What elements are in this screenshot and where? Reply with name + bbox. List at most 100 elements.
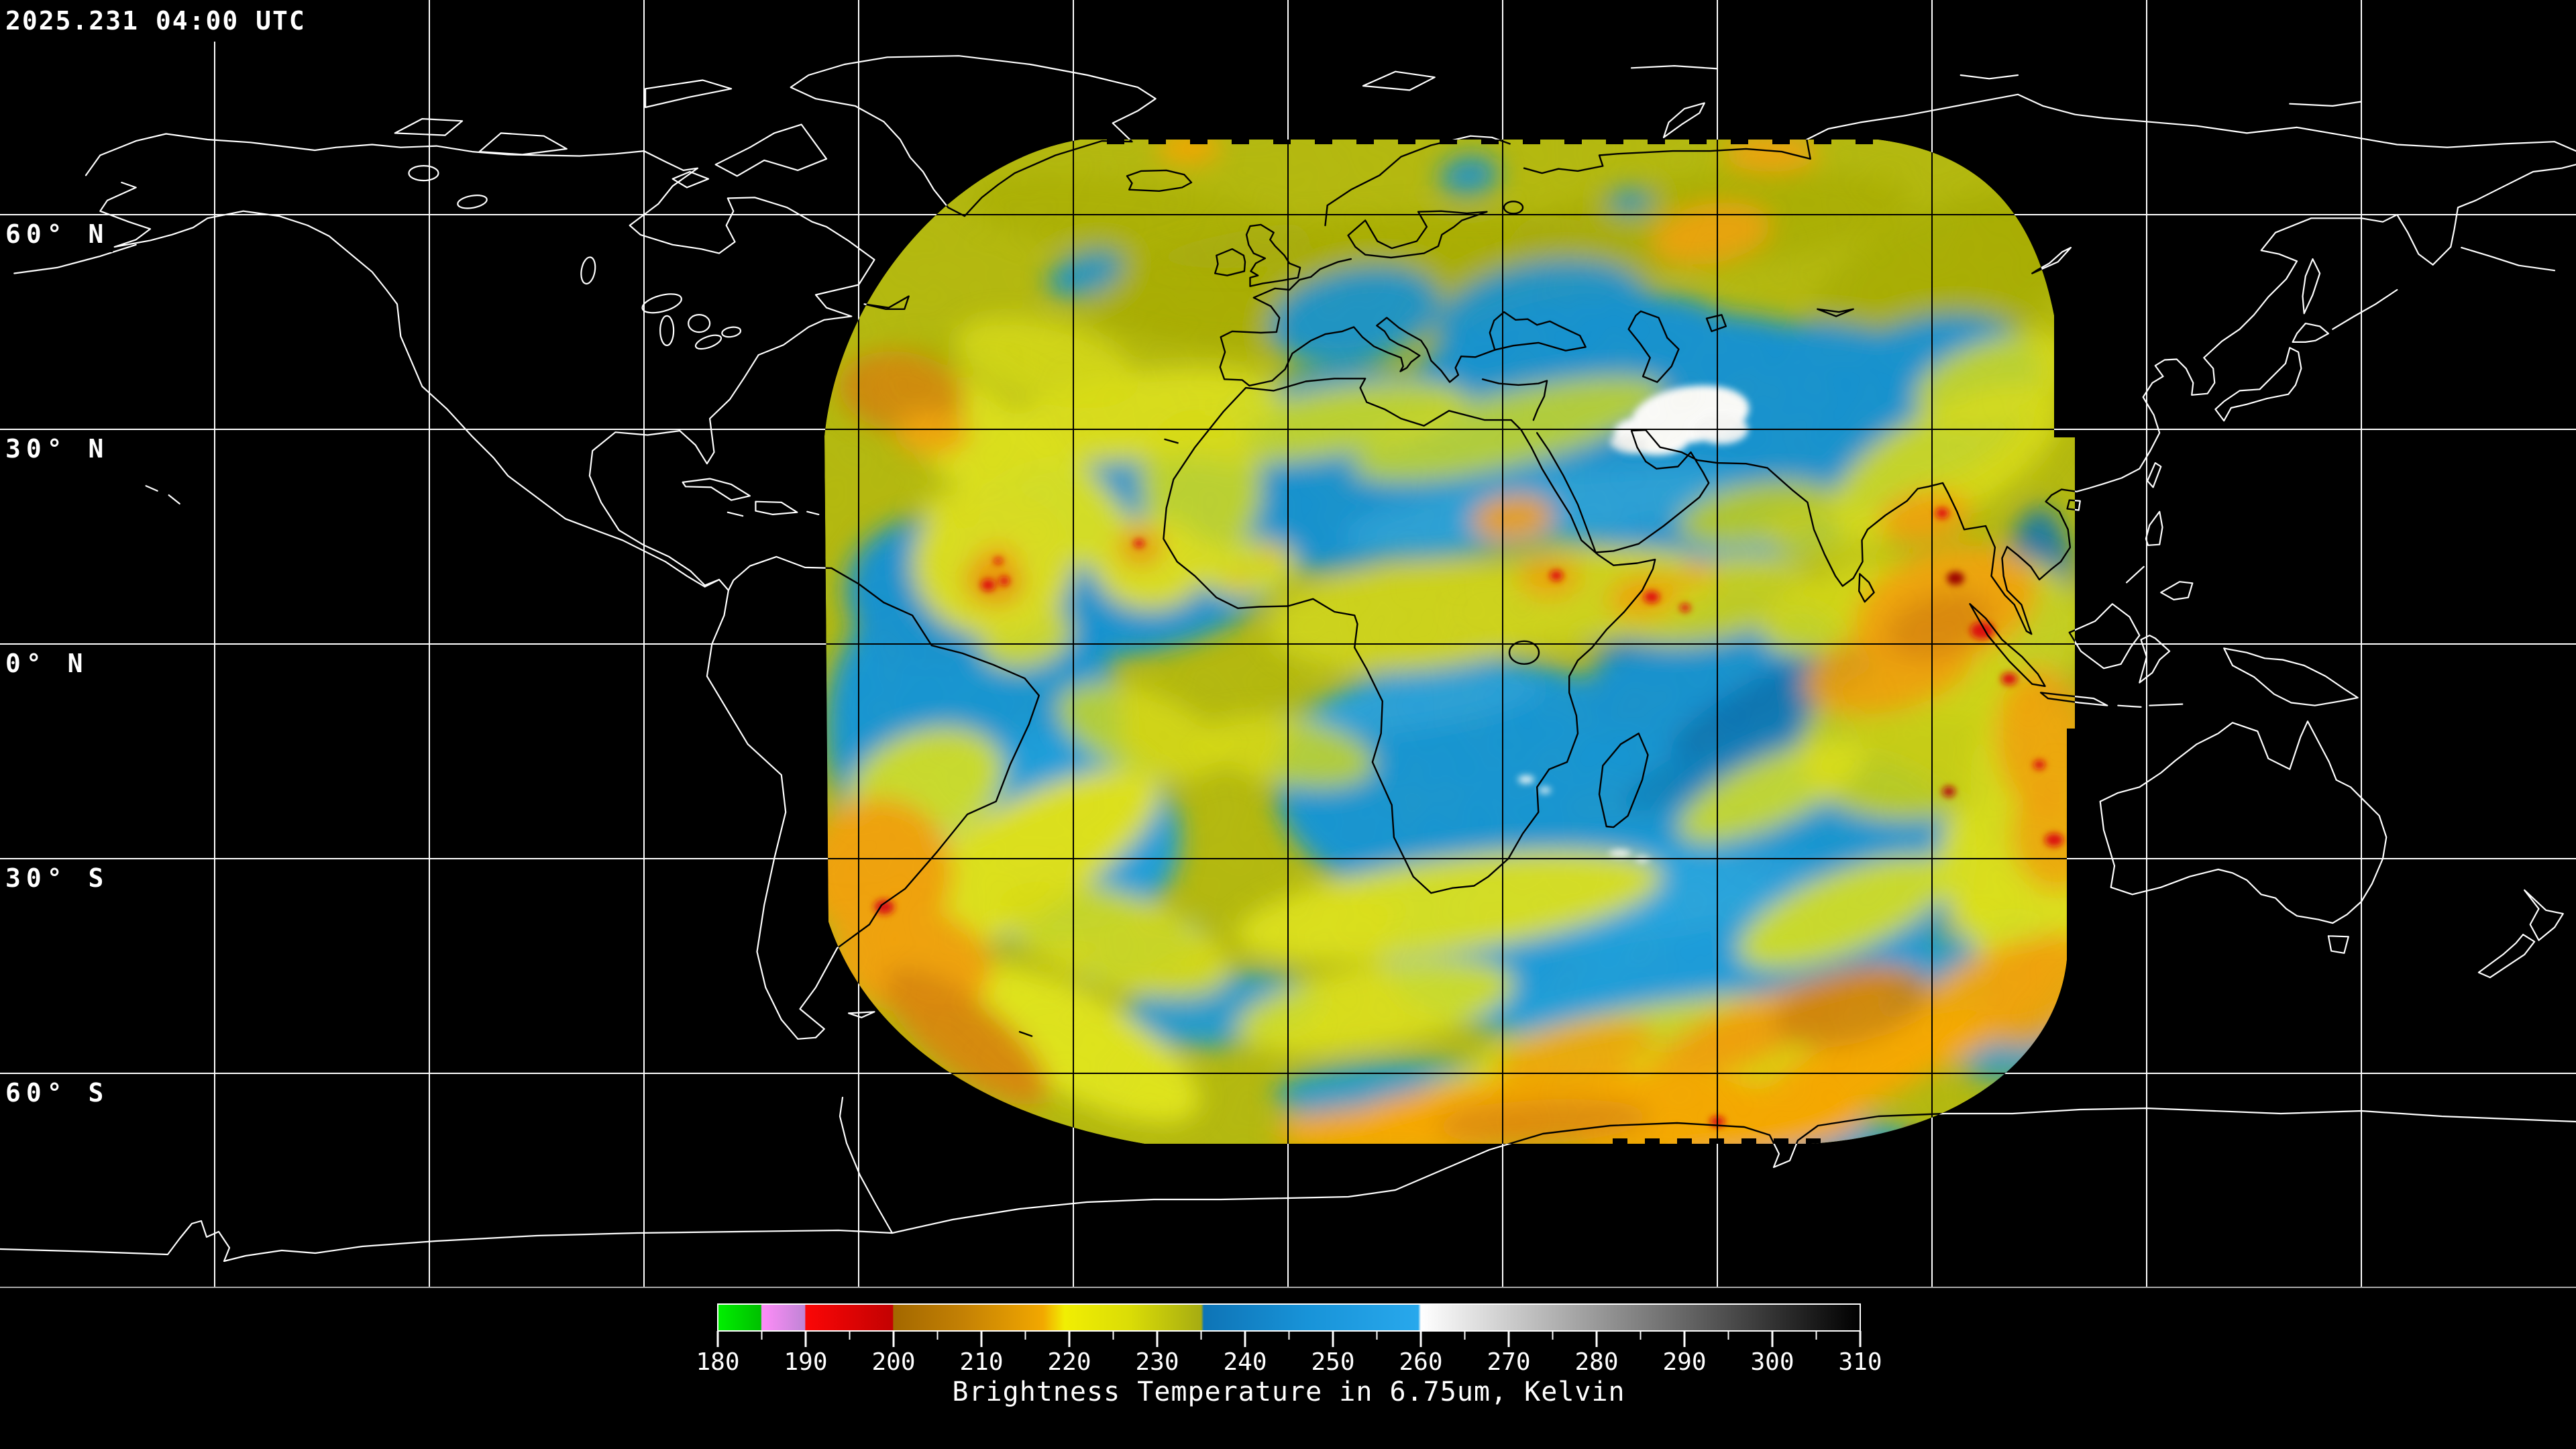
lake-outline bbox=[457, 195, 488, 209]
lat-label-backdrop bbox=[0, 433, 113, 467]
edge-dash bbox=[1440, 140, 1457, 144]
lat-label-backdrop bbox=[0, 863, 113, 896]
coastline bbox=[1817, 308, 1854, 317]
coastline bbox=[714, 123, 828, 177]
coastline bbox=[1536, 164, 2075, 635]
colorbar-tick-label: 230 bbox=[1135, 1348, 1179, 1376]
edge-dash bbox=[1814, 140, 1831, 144]
edge-dash bbox=[1315, 140, 1332, 144]
swath-edge-raggedness bbox=[1107, 140, 1873, 1144]
coastline bbox=[2126, 566, 2145, 584]
colorbar-tick-label: 290 bbox=[1662, 1348, 1706, 1376]
satellite-swath bbox=[824, 140, 2075, 1144]
edge-dash bbox=[1273, 140, 1291, 144]
coastline bbox=[1523, 140, 2075, 174]
edge-dash bbox=[1774, 1138, 1788, 1144]
coastline bbox=[645, 79, 733, 109]
edge-dash bbox=[1190, 140, 1208, 144]
coastline bbox=[1598, 733, 1649, 828]
edge-dash bbox=[1741, 1138, 1756, 1144]
lat-label-backdrop bbox=[0, 219, 113, 252]
coastline bbox=[755, 500, 798, 515]
colorbar-tick-label: 220 bbox=[1047, 1348, 1091, 1376]
edge-dash bbox=[1606, 140, 1623, 144]
edge-dash bbox=[1677, 1138, 1692, 1144]
lake-outline bbox=[641, 293, 682, 314]
coastline bbox=[1481, 378, 1548, 421]
coastline bbox=[2302, 258, 2321, 315]
edge-dash bbox=[1645, 1138, 1660, 1144]
coastline bbox=[863, 295, 910, 310]
lat-label-30s: 30° S bbox=[5, 863, 109, 893]
edge-dash bbox=[1356, 140, 1374, 144]
coastline bbox=[2477, 934, 2536, 979]
antarctica-coastline bbox=[0, 1107, 2576, 1263]
edge-dash bbox=[1856, 140, 1873, 144]
lake-outline bbox=[659, 315, 675, 346]
edge-dash bbox=[1523, 140, 1540, 144]
colorbar-tick-labels: 180 190 200 210 220 230 240 250 260 270 280 290 300 3… bbox=[696, 1348, 1882, 1376]
lake-outline bbox=[1508, 640, 1540, 665]
lat-label-30n: 30° N bbox=[5, 434, 109, 464]
antarctica-coastline bbox=[839, 1096, 894, 1234]
coastline bbox=[2066, 499, 2075, 511]
coastline bbox=[85, 133, 875, 1040]
colorbar-tick-label: 180 bbox=[696, 1348, 739, 1376]
coastline bbox=[672, 170, 710, 189]
coastline bbox=[682, 478, 751, 501]
lake-outline bbox=[1503, 201, 1524, 215]
edge-dash bbox=[1564, 140, 1582, 144]
coastline bbox=[1018, 1030, 1033, 1037]
coastline bbox=[2068, 603, 2141, 669]
coastline bbox=[806, 511, 820, 515]
lake-outline bbox=[580, 256, 596, 285]
coastline bbox=[2223, 647, 2359, 706]
lake-outline bbox=[721, 326, 742, 338]
coastline bbox=[1627, 310, 1680, 383]
coastline bbox=[824, 555, 1040, 1038]
colorbar-tick-label: 200 bbox=[871, 1348, 915, 1376]
coastline bbox=[1630, 65, 1719, 70]
coastline bbox=[2145, 511, 2163, 546]
edge-dash bbox=[1107, 140, 1124, 144]
colorbar-gradient-bar bbox=[717, 1303, 1861, 1332]
coastline bbox=[2289, 101, 2363, 107]
coastline bbox=[1969, 603, 2046, 688]
edge-dash bbox=[1232, 140, 1249, 144]
coastline bbox=[2292, 323, 2329, 343]
coastline bbox=[1219, 258, 1496, 387]
colorbar-tick-label: 300 bbox=[1750, 1348, 1794, 1376]
edge-dash bbox=[1398, 140, 1415, 144]
coastline bbox=[1324, 140, 1511, 227]
coastline bbox=[13, 244, 137, 274]
coastline bbox=[2117, 704, 2142, 708]
colorbar-tick-label: 260 bbox=[1399, 1348, 1442, 1376]
lat-label-60n: 60° N bbox=[5, 219, 109, 249]
coastline bbox=[2099, 720, 2387, 924]
lat-label-backdrop bbox=[0, 1077, 113, 1111]
coastline bbox=[145, 485, 158, 492]
colorbar-caption: Brightness Temperature in 6.75um, Kelvin bbox=[952, 1377, 1625, 1407]
edge-dash bbox=[1709, 1138, 1724, 1144]
lat-label-0n: 0° N bbox=[5, 649, 89, 678]
coastline bbox=[1489, 311, 1587, 352]
colorbar-tick-label: 270 bbox=[1487, 1348, 1530, 1376]
swath-grain bbox=[824, 140, 2075, 1144]
coastline bbox=[394, 118, 464, 136]
edge-dash bbox=[1772, 140, 1790, 144]
edge-dash bbox=[1613, 1138, 1627, 1144]
edge-dash bbox=[1806, 1138, 1821, 1144]
coastline bbox=[727, 511, 744, 517]
lake-outline bbox=[694, 334, 722, 350]
coastline bbox=[2149, 703, 2184, 706]
coastline bbox=[1858, 573, 1875, 603]
lat-label-backdrop bbox=[0, 648, 99, 682]
coastline bbox=[2214, 347, 2302, 422]
colorbar-ticks bbox=[716, 1331, 1862, 1347]
timestamp-backdrop bbox=[0, 0, 301, 42]
coastline bbox=[1214, 248, 1246, 276]
colorbar: 180 190 200 210 220 230 240 250 260 270 280 290 300 3… bbox=[696, 1303, 1882, 1407]
coastline bbox=[99, 181, 720, 588]
coastline bbox=[2461, 247, 2556, 272]
